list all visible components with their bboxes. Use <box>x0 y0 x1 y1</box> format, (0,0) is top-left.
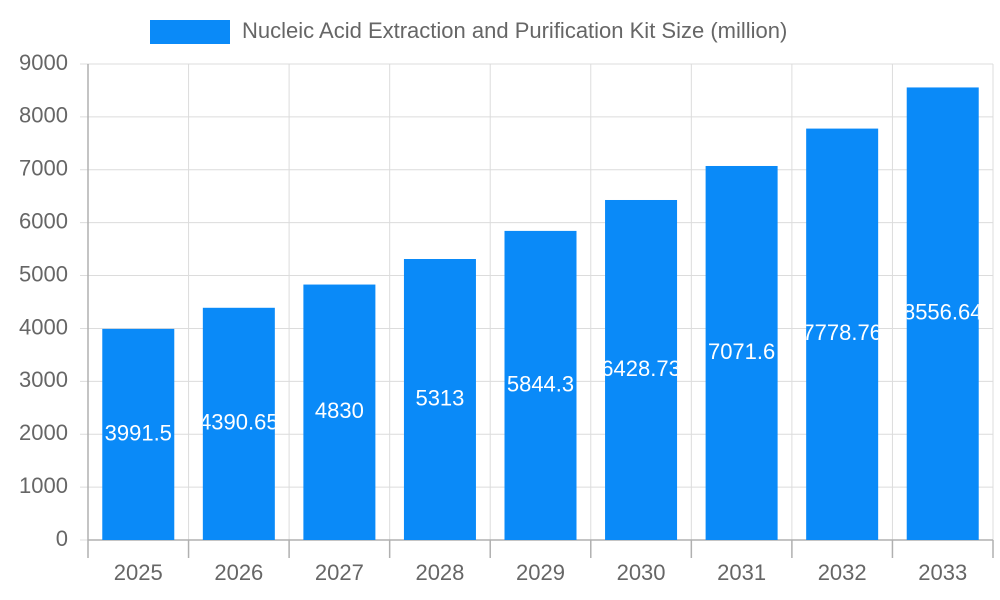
x-tick-label: 2026 <box>214 560 263 585</box>
x-tick-label: 2025 <box>114 560 163 585</box>
y-tick-label: 4000 <box>19 314 68 339</box>
x-tick-label: 2030 <box>617 560 666 585</box>
bar <box>605 199 678 540</box>
value-label: 4390.65 <box>199 410 279 435</box>
y-tick-label: 9000 <box>19 50 68 75</box>
bar <box>906 87 979 540</box>
bar <box>504 230 577 540</box>
bar <box>102 328 175 540</box>
bar <box>202 307 275 540</box>
y-tick-label: 5000 <box>19 261 68 286</box>
value-label: 5844.3 <box>507 371 574 396</box>
x-tick-label: 2033 <box>918 560 967 585</box>
y-tick-label: 3000 <box>19 367 68 392</box>
value-label: 6428.73 <box>601 356 681 381</box>
y-tick-label: 1000 <box>19 473 68 498</box>
bar <box>806 128 879 540</box>
value-label: 4830 <box>315 398 364 423</box>
value-label: 5313 <box>415 385 464 410</box>
x-tick-label: 2028 <box>415 560 464 585</box>
value-label: 3991.5 <box>105 420 172 445</box>
bar <box>303 284 376 540</box>
x-tick-label: 2027 <box>315 560 364 585</box>
legend-swatch <box>150 20 230 44</box>
y-tick-label: 2000 <box>19 420 68 445</box>
y-tick-label: 0 <box>56 526 68 551</box>
y-tick-label: 7000 <box>19 156 68 181</box>
value-label: 8556.64 <box>903 300 983 325</box>
legend-label: Nucleic Acid Extraction and Purification… <box>242 18 787 43</box>
value-label: 7071.6 <box>708 339 775 364</box>
y-tick-label: 8000 <box>19 103 68 128</box>
y-tick-label: 6000 <box>19 208 68 233</box>
value-label: 7778.76 <box>802 320 882 345</box>
x-tick-label: 2032 <box>818 560 867 585</box>
x-tick-label: 2031 <box>717 560 766 585</box>
bar <box>403 259 476 540</box>
bar <box>705 165 778 540</box>
x-tick-label: 2029 <box>516 560 565 585</box>
